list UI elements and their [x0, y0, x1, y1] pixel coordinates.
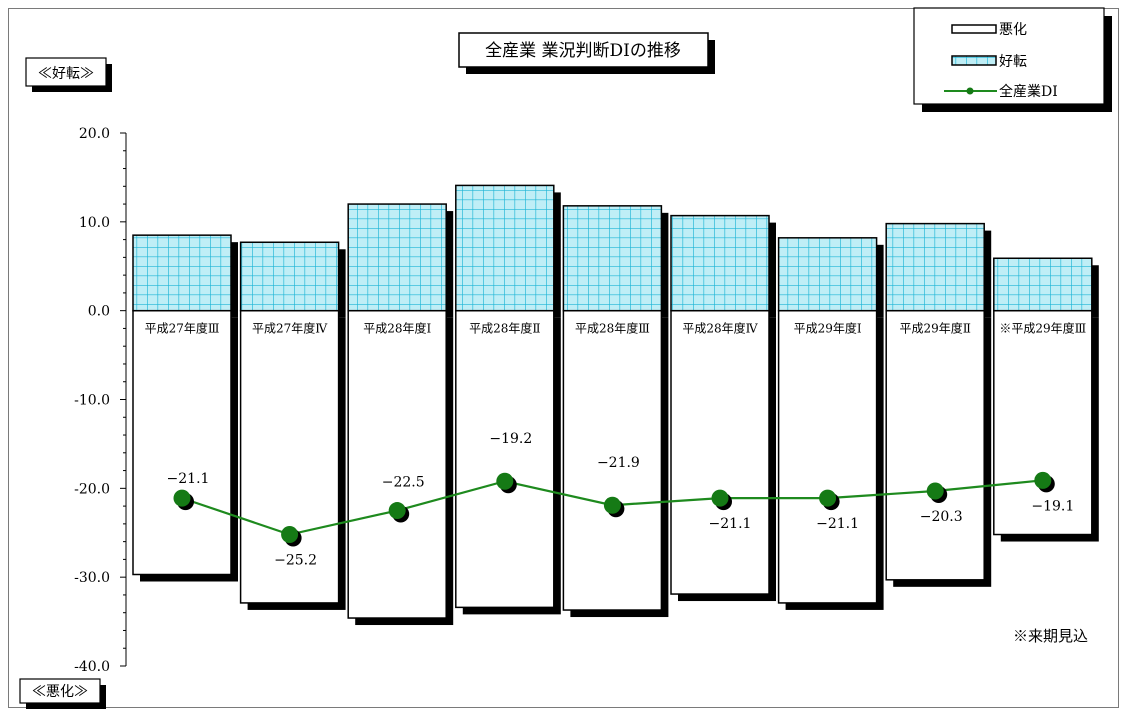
y-tick-label: 10.0 [79, 215, 110, 231]
category-label: 平成28年度Ⅰ [363, 321, 431, 336]
di-marker [819, 489, 837, 507]
note-text: ※来期見込 [1013, 627, 1088, 645]
category-label: 平成28年度Ⅲ [575, 321, 650, 336]
outer-border [8, 8, 1119, 708]
y-tick-label: 20.0 [79, 126, 110, 142]
data-label: −25.2 [274, 553, 317, 569]
bad-bar [670, 309, 770, 595]
legend-item-bad: 悪化 [951, 22, 1027, 38]
category-label: 平成29年度Ⅰ [794, 321, 862, 336]
di-marker [173, 489, 191, 507]
y-tick-label: 0.0 [88, 304, 110, 320]
bad-bar [885, 309, 985, 581]
legend-item-line: 全産業DI [944, 83, 1058, 100]
bad-bar [562, 309, 663, 611]
good-bar [239, 241, 340, 312]
y-bottom-label: ≪悪化≫ [32, 684, 88, 700]
di-marker [603, 496, 621, 514]
category-label: 平成29年度Ⅱ [899, 321, 970, 336]
y-tick-label: -30.0 [74, 570, 110, 586]
labels-layer: −21.1 −25.2 −22.5 −19.2 −21.9 −21.1 −21.1 −20.3… [167, 431, 1075, 568]
good-bar [132, 234, 232, 312]
y-top-label: ≪好転≫ [38, 66, 94, 82]
di-marker [711, 489, 729, 507]
di-marker [496, 472, 514, 490]
good-bar [885, 222, 985, 312]
bad-bar [347, 309, 447, 619]
legend-label-good: 好転 [999, 54, 1027, 70]
legend-swatch-good [951, 55, 997, 66]
legend-swatch-bad [951, 24, 997, 34]
bad-bar [777, 309, 878, 604]
good-bar [777, 237, 878, 312]
category-label: 平成27年度Ⅲ [145, 321, 220, 336]
data-label: −21.1 [167, 471, 210, 487]
good-bar [562, 205, 663, 312]
data-label: −19.1 [1031, 498, 1074, 514]
data-label: −20.3 [920, 509, 963, 525]
di-marker [388, 502, 406, 520]
y-tick-label: -20.0 [74, 481, 110, 497]
line-layer [173, 471, 1055, 547]
good-bar [993, 257, 1093, 312]
y-top-label-box: ≪好転≫ [25, 57, 112, 92]
y-bottom-label-box: ≪悪化≫ [19, 678, 106, 709]
category-label: 平成28年度Ⅳ [682, 321, 758, 336]
bad-bar [132, 309, 232, 576]
data-label: −21.1 [816, 516, 859, 532]
y-tick-label: -10.0 [74, 393, 110, 409]
legend: 悪化 好転 全産業DI [913, 7, 1112, 112]
y-tick-label: -40.0 [74, 659, 110, 675]
y-axis: 20.0 10.0 0.0 -10.0 -20.0 -30.0 -40.0 [74, 126, 127, 675]
di-marker [1034, 471, 1052, 489]
chart-title: 全産業 業況判断DIの推移 [485, 41, 681, 61]
legend-item-good: 好転 [951, 54, 1027, 70]
bad-bar [455, 309, 555, 609]
category-label: ※平成29年度Ⅲ [999, 321, 1086, 336]
data-label: −21.1 [709, 516, 752, 532]
di-marker [281, 526, 299, 544]
legend-label-line: 全産業DI [999, 83, 1058, 100]
bad-bar [239, 309, 340, 604]
category-label: 平成27年度Ⅳ [252, 321, 328, 336]
data-label: −19.2 [489, 431, 532, 447]
legend-label-bad: 悪化 [999, 22, 1027, 38]
legend-swatch-marker [966, 87, 974, 95]
good-bar [347, 203, 447, 312]
data-label: −21.9 [597, 455, 640, 471]
category-label: 平成28年度Ⅱ [469, 321, 540, 336]
data-label: −22.5 [382, 475, 425, 491]
good-bar [670, 214, 770, 312]
bars-layer: 平成27年度Ⅲ 平成27年度Ⅳ 平成28年度Ⅰ 平成28年度Ⅱ 平成28年度Ⅲ 平成28年… [132, 184, 1099, 626]
di-marker [926, 482, 944, 500]
title-box: 全産業 業況判断DIの推移 [458, 32, 715, 74]
good-bar [455, 184, 555, 312]
